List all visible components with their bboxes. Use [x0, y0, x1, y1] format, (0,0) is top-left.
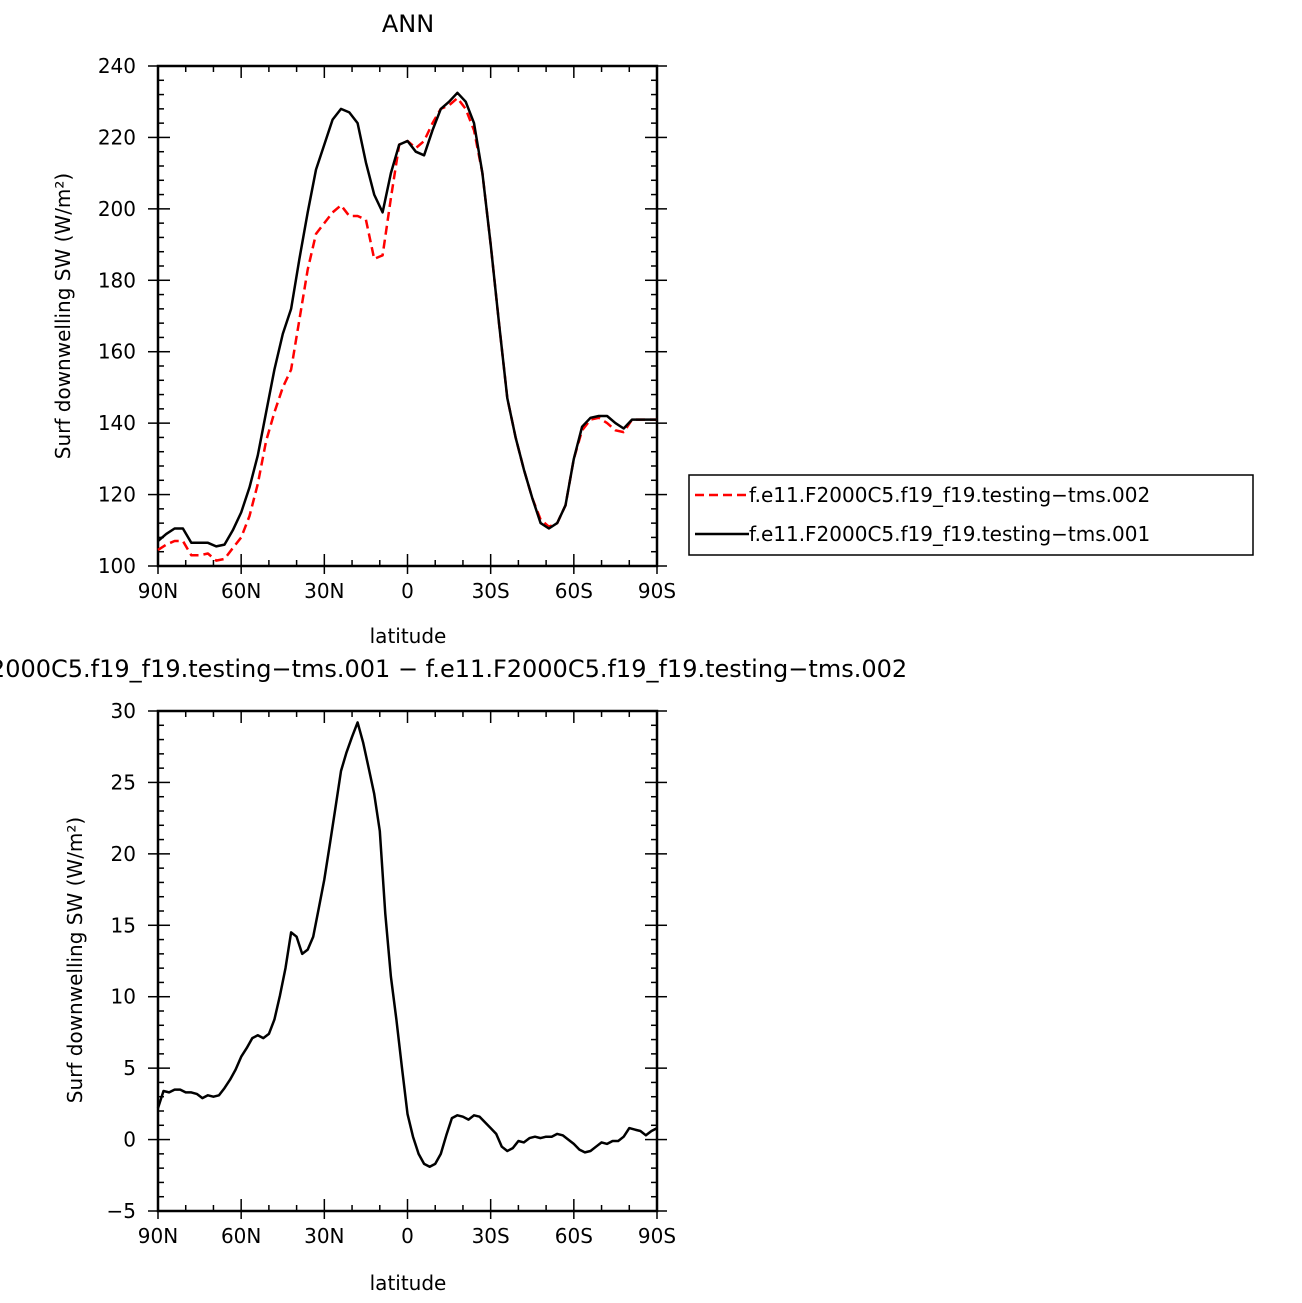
bottom-y-tick-label: −5: [107, 1199, 136, 1223]
bottom-y-axis-label: Surf downwelling SW (W/m²): [63, 817, 87, 1103]
bottom-x-tick-label: 30N: [304, 1224, 344, 1248]
top-x-axis-label: latitude: [370, 624, 447, 648]
bottom-plot-frame: [156, 709, 659, 1213]
bottom-y-tick-label: 0: [123, 1128, 136, 1152]
bottom-x-tick-label: 60S: [555, 1224, 593, 1248]
bottom-y-tick-label: 5: [123, 1056, 136, 1080]
legend-label-series-001: f.e11.F2000C5.f19_f19.testing−tms.001: [749, 522, 1150, 546]
top-series-line-1: [157, 96, 657, 562]
top-x-tick-label: 60S: [555, 579, 593, 603]
top-y-tick-label: 100: [98, 554, 136, 578]
top-x-tick-label: 90S: [638, 579, 676, 603]
top-y-axis-label: Surf downwelling SW (W/m²): [51, 173, 75, 459]
bottom-plot-title: f.e11.F2000C5.f19_f19.testing−tms.001 − …: [0, 655, 907, 683]
bottom-x-tick-label: 0: [401, 1224, 414, 1248]
top-x-tick-label: 30N: [304, 579, 344, 603]
legend: f.e11.F2000C5.f19_f19.testing−tms.002 f.…: [688, 474, 1254, 556]
top-plot-title: ANN: [382, 10, 434, 38]
top-plot-ticks: 90N 60N 30N 0 30S 60S 90S 100 120 140 160 180 200 220…: [98, 54, 676, 603]
bottom-x-tick-label: 60N: [221, 1224, 261, 1248]
top-x-tick-label: 90N: [138, 579, 178, 603]
top-plot-series: [157, 91, 657, 562]
bottom-y-tick-label: 25: [111, 770, 136, 794]
top-y-tick-label: 140: [98, 411, 136, 435]
bottom-panel: f.e11.F2000C5.f19_f19.testing−tms.001 − …: [0, 655, 907, 1295]
legend-label-series-002: f.e11.F2000C5.f19_f19.testing−tms.002: [749, 483, 1150, 507]
top-y-tick-label: 180: [98, 268, 136, 292]
bottom-plot-series: [156, 721, 658, 1168]
bottom-x-tick-label: 90N: [138, 1224, 178, 1248]
bottom-y-tick-label: 20: [111, 842, 136, 866]
top-y-tick-label: 240: [98, 54, 136, 78]
bottom-y-tick-label: 10: [111, 985, 136, 1009]
bottom-y-tick-label: 30: [111, 699, 136, 723]
top-x-tick-label: 0: [401, 579, 414, 603]
top-y-tick-label: 200: [98, 197, 136, 221]
bottom-y-tick-label: 15: [111, 913, 136, 937]
bottom-x-tick-label: 30S: [472, 1224, 510, 1248]
top-x-tick-label: 30S: [472, 579, 510, 603]
legend-box: [688, 474, 1254, 556]
top-y-tick-label: 220: [98, 125, 136, 149]
bottom-plot-ticks: 90N 60N 30N 0 30S 60S 90S −5 0 5 10 15 20 25 30: [107, 699, 677, 1248]
top-y-tick-label: 160: [98, 340, 136, 364]
top-y-tick-label: 120: [98, 483, 136, 507]
bottom-x-tick-label: 90S: [638, 1224, 676, 1248]
bottom-series-line-1: [156, 721, 658, 1168]
top-x-tick-label: 60N: [221, 579, 261, 603]
top-panel: ANN 90N 60N 30N 0 30S 60S 90S 100 120 140 160 180 20…: [51, 10, 676, 648]
top-series-line-2: [157, 91, 657, 548]
bottom-x-axis-label: latitude: [370, 1271, 447, 1295]
